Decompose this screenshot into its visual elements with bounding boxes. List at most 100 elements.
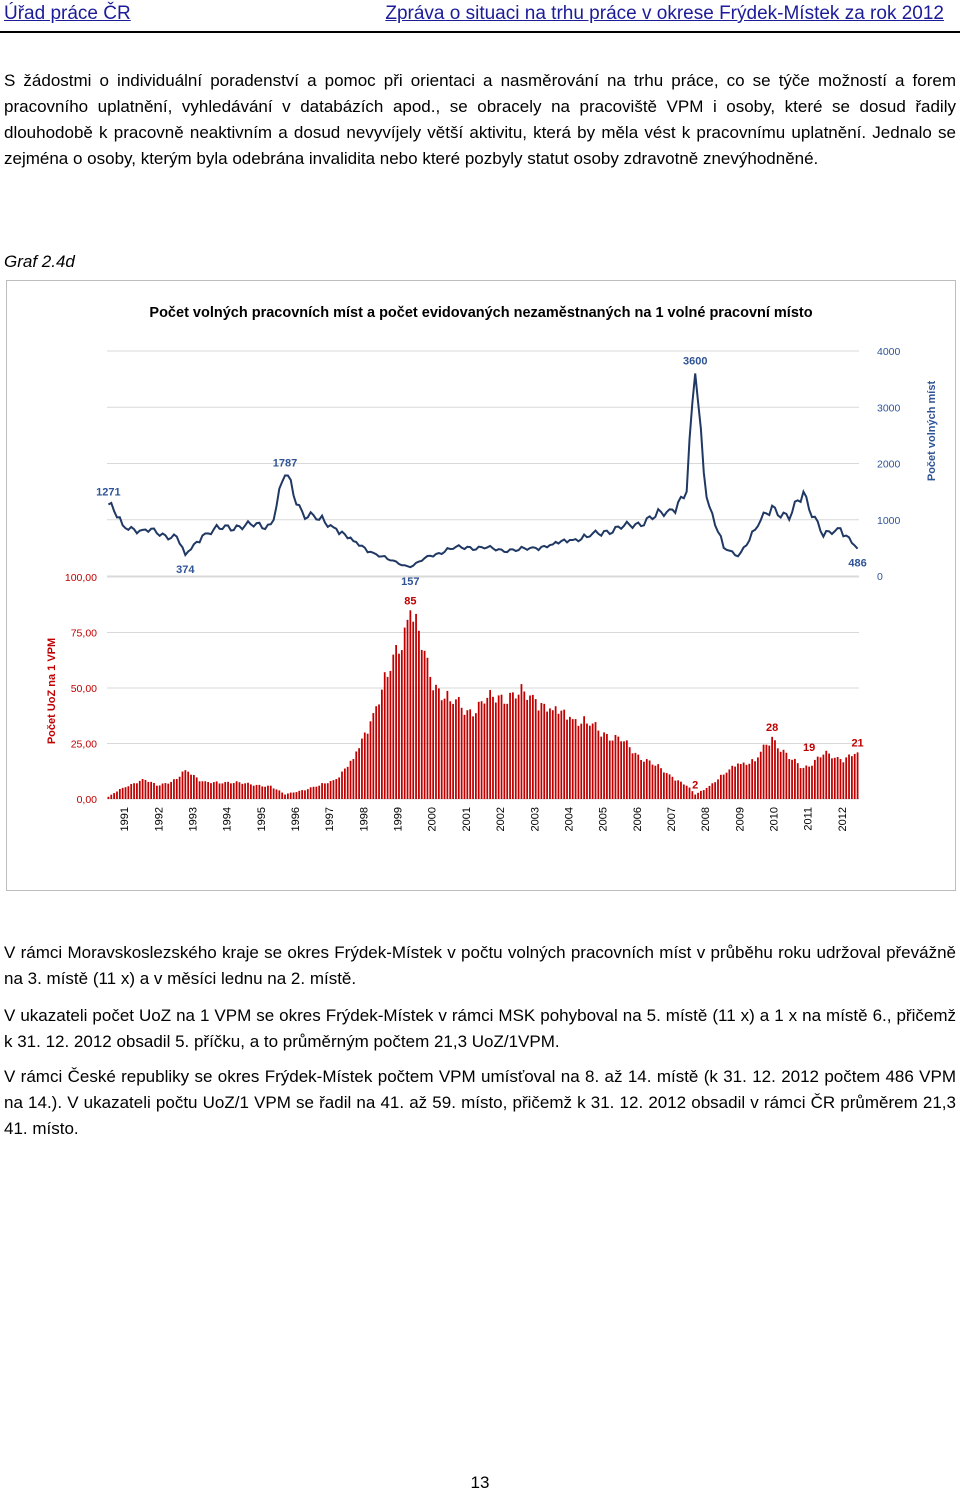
uoz-bar	[611, 740, 614, 799]
uoz-bar	[324, 783, 326, 799]
uoz-bar	[757, 757, 759, 799]
uoz-bar	[312, 786, 315, 799]
uoz-bar	[306, 789, 309, 799]
uoz-bar	[326, 783, 329, 799]
uoz-bar	[309, 787, 312, 799]
uoz-bar	[435, 684, 437, 799]
year-tick-label: 2005	[598, 807, 610, 831]
uoz-bar	[144, 779, 147, 799]
uoz-bar	[107, 796, 110, 799]
uoz-bar	[457, 696, 460, 799]
uoz-bar	[147, 781, 150, 799]
uoz-bar	[831, 758, 833, 799]
uoz-bar	[808, 766, 811, 799]
header-organization: Úřad práce ČR	[4, 3, 131, 24]
year-tick-label: 2010	[769, 807, 781, 831]
uoz-bar	[116, 791, 118, 799]
uoz-bar	[717, 779, 719, 799]
uoz-annotation: 2	[692, 780, 698, 792]
uoz-bar	[603, 732, 605, 799]
uoz-bar	[369, 721, 372, 799]
uoz-bar	[480, 701, 483, 799]
uoz-bar	[124, 787, 127, 799]
uoz-bar	[315, 786, 318, 799]
uoz-bar	[349, 760, 352, 799]
uoz-bar	[734, 766, 736, 799]
uoz-bar	[845, 757, 848, 799]
uoz-bar	[492, 696, 494, 799]
uoz-bar	[472, 716, 474, 799]
uoz-bar	[660, 768, 662, 799]
uoz-bar	[201, 781, 204, 799]
uoz-bar	[278, 790, 281, 799]
uoz-bar	[215, 781, 218, 799]
year-tick-label: 1999	[393, 807, 405, 831]
uoz-bar	[304, 790, 306, 799]
uoz-bar	[634, 752, 637, 799]
uoz-bar	[184, 770, 187, 799]
uoz-bar	[133, 783, 135, 799]
uoz-bar	[287, 793, 289, 799]
uoz-bar	[822, 754, 825, 799]
uoz-bar	[167, 783, 170, 799]
uoz-bar	[705, 787, 708, 799]
uoz-bar	[272, 788, 275, 799]
uoz-bar	[776, 748, 779, 799]
uoz-bar	[583, 716, 586, 799]
year-tick-label: 1997	[324, 807, 336, 831]
paragraph-country: V rámci České republiky se okres Frýdek-…	[4, 1067, 956, 1138]
uoz-bar	[731, 765, 734, 799]
uoz-bar	[625, 740, 628, 799]
uoz-bar	[799, 768, 802, 799]
uoz-bar	[597, 730, 600, 799]
uoz-bar	[463, 714, 466, 799]
year-tick-label: 2000	[427, 807, 439, 831]
page-header: Úřad práce ČR Zpráva o situaci na trhu p…	[0, 0, 960, 33]
uoz-bar	[400, 650, 403, 799]
lower-tick-label: 100,00	[65, 572, 97, 584]
uoz-bar	[677, 780, 680, 799]
uoz-bar	[529, 695, 531, 799]
page-number: 13	[470, 1473, 490, 1492]
lower-tick-label: 0,00	[77, 794, 98, 806]
uoz-bar	[742, 762, 745, 799]
uoz-bar	[210, 783, 212, 799]
uoz-bar	[839, 759, 842, 799]
uoz-bar	[161, 783, 164, 799]
uoz-bar	[466, 710, 469, 799]
vacancies-annotation: 374	[176, 564, 195, 576]
uoz-bar	[574, 719, 577, 799]
uoz-bar	[449, 701, 452, 799]
uoz-bar	[138, 780, 141, 799]
year-tick-label: 1996	[290, 807, 302, 831]
uoz-bar	[711, 783, 714, 799]
uoz-bar	[372, 713, 375, 799]
uoz-bar	[423, 650, 426, 799]
vacancies-annotation: 1271	[96, 487, 120, 499]
uoz-bar	[460, 707, 463, 799]
uoz-bar	[187, 771, 190, 799]
year-tick-label: 1998	[358, 807, 370, 831]
uoz-bar	[218, 783, 221, 799]
upper-tick-label: 1000	[877, 515, 901, 527]
uoz-bar	[748, 763, 751, 799]
uoz-bar	[577, 725, 580, 799]
uoz-bar	[383, 672, 386, 799]
uoz-bar	[588, 725, 591, 799]
uoz-annotation: 85	[404, 595, 416, 607]
uoz-bar	[398, 653, 400, 799]
uoz-bar	[813, 759, 816, 799]
uoz-bar	[321, 783, 323, 799]
uoz-bar	[719, 774, 722, 799]
uoz-bar	[227, 781, 229, 799]
uoz-bar	[204, 781, 207, 799]
uoz-bar	[685, 785, 688, 799]
year-tick-label: 2009	[734, 807, 746, 831]
uoz-bar	[338, 777, 341, 799]
year-tick-label: 2011	[803, 807, 815, 831]
uoz-bar	[332, 780, 335, 799]
uoz-bar	[235, 781, 238, 799]
uoz-bar	[811, 765, 813, 799]
uoz-bar	[648, 760, 651, 799]
year-tick-label: 2012	[837, 807, 849, 831]
